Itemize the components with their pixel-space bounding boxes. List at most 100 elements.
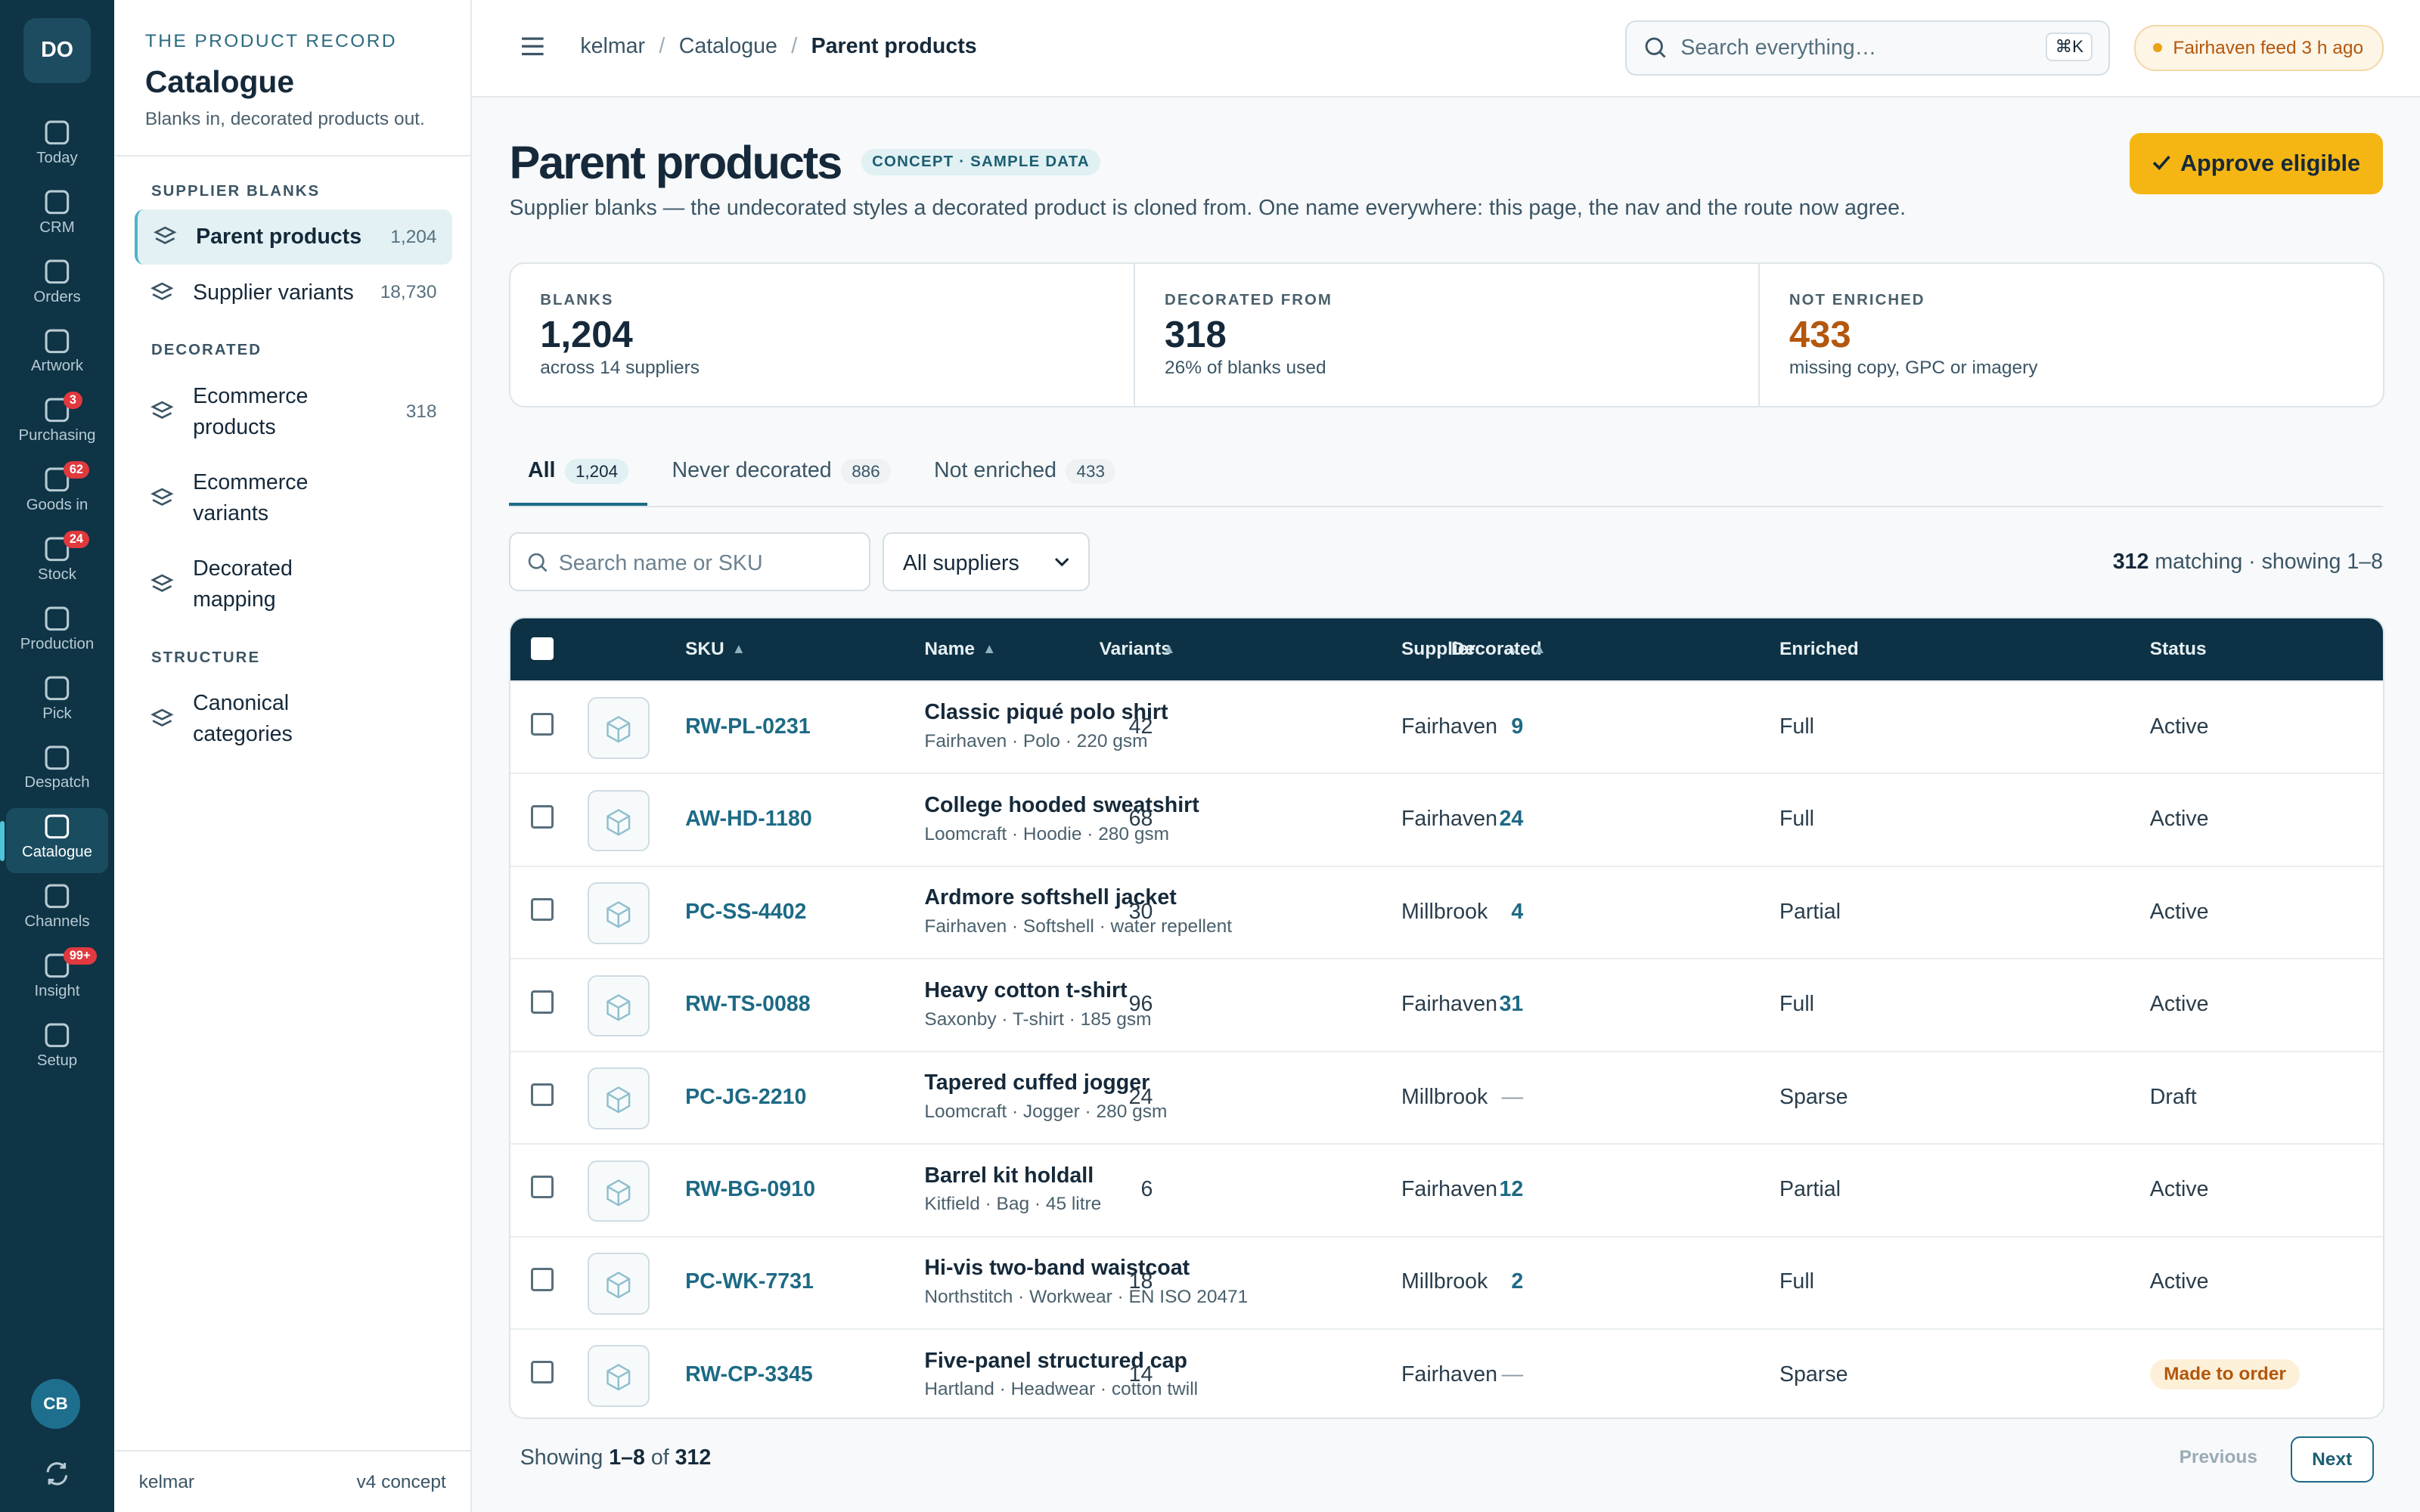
decorated-count[interactable]: 4: [1511, 899, 1524, 924]
logo: DO: [23, 18, 92, 84]
rail-item[interactable]: Pick: [6, 670, 108, 735]
rail-label: Despatch: [24, 774, 90, 792]
product-meta: Loomcraft · Hoodie · 280 gsm: [924, 823, 1170, 844]
row-checkbox[interactable]: [530, 897, 554, 922]
decorated-count[interactable]: 9: [1511, 714, 1524, 739]
rail-item[interactable]: Orders: [6, 253, 108, 318]
row-checkbox[interactable]: [530, 1360, 554, 1384]
rail-label: Pick: [42, 705, 72, 722]
sku-link[interactable]: AW-HD-1180: [685, 807, 812, 832]
icon: [43, 188, 71, 216]
sku-link[interactable]: PC-WK-7731: [685, 1269, 814, 1294]
rail-item[interactable]: Goods in 62: [6, 461, 108, 526]
section-heading: SUPPLIER BLANKS: [150, 182, 321, 200]
icon: [43, 466, 71, 494]
decorated-count[interactable]: 12: [1499, 1177, 1524, 1202]
sku-link[interactable]: RW-TS-0088: [685, 992, 811, 1017]
row-checkbox[interactable]: [530, 1268, 554, 1291]
rail-item[interactable]: Channels: [6, 878, 108, 943]
tab-label: All: [527, 458, 556, 483]
rail-item[interactable]: Setup: [6, 1017, 108, 1082]
tab[interactable]: Not enriched 433: [916, 442, 1134, 507]
rail-item[interactable]: CRM: [6, 184, 108, 249]
previous-button[interactable]: Previous: [2179, 1447, 2257, 1468]
nav-label: Parent products: [196, 225, 362, 249]
status: Active: [2149, 714, 2209, 739]
product-meta: Hartland · Headwear · cotton twill: [924, 1379, 1199, 1400]
badge: 99+: [63, 947, 97, 965]
row-checkbox[interactable]: [530, 1083, 554, 1107]
breadcrumb[interactable]: kelmar: [580, 33, 646, 58]
page-heading: Parent products CONCEPT · SAMPLE DATA: [509, 136, 1101, 189]
row-checkbox[interactable]: [530, 1175, 554, 1199]
sync-icon[interactable]: [43, 1460, 71, 1488]
decorated-count[interactable]: 31: [1499, 992, 1524, 1017]
sku-link[interactable]: RW-BG-0910: [685, 1177, 815, 1202]
column-header[interactable]: Name: [924, 639, 976, 660]
nav-item[interactable]: Parent products 1,204: [134, 209, 452, 265]
decorated-count[interactable]: 24: [1499, 807, 1524, 832]
rail-item[interactable]: Insight 99+: [6, 947, 108, 1012]
column-header[interactable]: Supplier: [1401, 639, 1475, 660]
column-header[interactable]: Status: [2149, 639, 2207, 660]
icon: [43, 258, 71, 286]
section-heading: STRUCTURE: [150, 649, 261, 666]
table-search[interactable]: Search name or SKU: [509, 532, 870, 591]
sidebar-title: Catalogue: [144, 64, 295, 100]
rail-item[interactable]: Catalogue: [0, 808, 108, 874]
nav-item[interactable]: Ecommerce variants: [135, 455, 452, 541]
rail-item[interactable]: Today: [6, 114, 108, 179]
next-button[interactable]: Next: [2290, 1436, 2374, 1483]
approve-button[interactable]: Approve eligible: [2130, 132, 2383, 195]
avatar[interactable]: CB: [30, 1379, 81, 1429]
sku-link[interactable]: RW-PL-0231: [685, 714, 811, 739]
feed-status[interactable]: Fairhaven feed 3 h ago: [2134, 24, 2384, 71]
menu-icon[interactable]: [520, 36, 545, 57]
nav-item[interactable]: Supplier variants 18,730: [135, 265, 452, 320]
column-header[interactable]: Enriched: [1779, 639, 1859, 660]
sku-link[interactable]: PC-SS-4402: [685, 899, 807, 924]
rail-item[interactable]: Artwork: [6, 323, 108, 388]
column-header[interactable]: SKU: [685, 639, 724, 660]
product-thumb: [588, 882, 650, 944]
table-row: AW-HD-1180 College hooded sweatshirt Loomc…: [510, 773, 2383, 866]
breadcrumb[interactable]: Catalogue: [678, 33, 777, 58]
sidebar-subtitle: Blanks in, decorated products out.: [144, 109, 425, 130]
variants: 68: [1128, 807, 1153, 832]
rail-item[interactable]: Production: [6, 600, 108, 665]
tab[interactable]: All 1,204: [509, 442, 647, 507]
nav-item[interactable]: Ecommerce products 318: [135, 369, 452, 455]
supplier: Millbrook: [1401, 899, 1488, 924]
enriched: Sparse: [1779, 1084, 1848, 1109]
rail-item[interactable]: Stock 24: [6, 531, 108, 596]
row-checkbox[interactable]: [530, 990, 554, 1014]
product-thumb: [588, 1160, 650, 1222]
rail-label: Insight: [34, 982, 80, 999]
search-placeholder: Search everything…: [1680, 35, 1877, 60]
decorated-count[interactable]: 2: [1511, 1269, 1524, 1294]
icon: [43, 813, 71, 841]
nav-item[interactable]: Canonical categories: [135, 676, 452, 762]
rail-label: Goods in: [26, 497, 88, 514]
tab-label: Never decorated: [672, 458, 832, 483]
column-header[interactable]: Variants: [1099, 639, 1171, 660]
sku-link[interactable]: RW-CP-3345: [685, 1362, 813, 1387]
supplier-filter[interactable]: All suppliers: [883, 532, 1090, 591]
icon: [43, 674, 71, 702]
rail-item[interactable]: Purchasing 3: [6, 392, 108, 457]
global-search[interactable]: Search everything… ⌘K: [1624, 20, 2110, 76]
tab[interactable]: Never decorated 886: [653, 442, 909, 507]
row-checkbox[interactable]: [530, 805, 554, 829]
select-all[interactable]: [530, 637, 554, 661]
supplier-filter-label: All suppliers: [902, 550, 1019, 575]
row-checkbox[interactable]: [530, 712, 554, 736]
rail-item[interactable]: Despatch: [6, 739, 108, 804]
column-header[interactable]: Decorated: [1451, 639, 1542, 660]
stat: NOT ENRICHED 433 missing copy, GPC or imag…: [1758, 263, 2383, 406]
stat-label: DECORATED FROM: [1165, 291, 1333, 308]
nav-item[interactable]: Decorated mapping: [135, 541, 452, 627]
sku-link[interactable]: PC-JG-2210: [685, 1084, 807, 1109]
product-thumb: [588, 1253, 650, 1315]
enriched: Full: [1779, 1269, 1815, 1294]
rail-label: Artwork: [30, 358, 84, 375]
